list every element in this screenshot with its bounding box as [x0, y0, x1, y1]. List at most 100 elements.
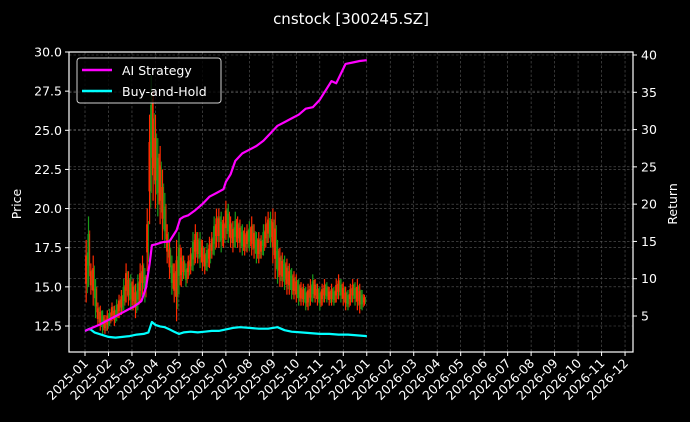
candle-body	[358, 291, 361, 305]
candle-body	[351, 284, 354, 296]
y-tick-label: 12.5	[34, 318, 62, 333]
candle-body	[201, 247, 204, 262]
y-tick-label: 30.0	[34, 45, 62, 60]
candle-body	[182, 261, 185, 272]
legend-label-ai-strategy: AI Strategy	[122, 63, 192, 78]
candle-body	[292, 278, 296, 291]
candle-body	[295, 281, 298, 295]
y2-tick-label: 40	[641, 48, 657, 63]
candle-body	[283, 264, 286, 280]
candle-body	[166, 234, 169, 252]
candle-body	[297, 285, 300, 298]
candle-body	[189, 254, 192, 267]
candle-body	[122, 286, 125, 301]
candle-body	[299, 288, 303, 299]
candle-body	[101, 316, 104, 327]
candle-body	[191, 241, 195, 260]
candle-body	[290, 275, 293, 290]
candle-body	[321, 289, 324, 300]
candle-body	[194, 234, 197, 252]
left-y-axis: 12.5 15.0 17.5 20.0 22.5 25.0 27.5 30.0	[34, 45, 69, 333]
candle-body	[198, 241, 202, 258]
candle-body	[231, 228, 235, 244]
candle-body	[217, 218, 220, 236]
candle-body	[335, 284, 338, 296]
candle-body	[87, 234, 90, 266]
candle-body	[108, 313, 111, 321]
candle-body	[168, 249, 171, 268]
candle-body	[170, 265, 173, 283]
candle-body	[250, 226, 253, 244]
candle-body	[113, 310, 116, 320]
plot-frame	[68, 51, 634, 353]
legend-label-buy-and-hold: Buy-and-Hold	[122, 84, 207, 99]
ai-strategy-line	[84, 59, 367, 332]
candle-body	[120, 296, 123, 308]
candle-body	[141, 265, 144, 283]
price-candles	[85, 75, 367, 334]
candle-body	[136, 283, 139, 300]
candle-body	[363, 297, 366, 303]
candle-body	[346, 295, 350, 305]
candle-body	[134, 292, 137, 308]
candle-body	[306, 290, 310, 303]
buy-and-hold-line	[84, 320, 367, 339]
candle-body	[163, 206, 166, 232]
candle-body	[143, 276, 146, 293]
candle-body	[127, 279, 130, 296]
candle-body	[255, 239, 258, 254]
candle-body	[159, 165, 162, 201]
candle-body	[203, 254, 206, 267]
candle-body	[103, 319, 107, 329]
candle-body	[311, 281, 314, 295]
y2-tick-label: 30	[641, 122, 657, 137]
candle-body	[94, 288, 97, 307]
candle-body	[245, 231, 249, 244]
candle-body	[302, 289, 305, 300]
right-y-axis: 5 10 15 20 25 30 35 40	[633, 48, 657, 323]
y2-tick-label: 25	[641, 159, 657, 174]
candle-body	[304, 292, 307, 304]
y2-tick-label: 35	[641, 85, 657, 100]
candle-body	[269, 220, 272, 237]
chart-title: cnstock [300245.SZ]	[273, 10, 429, 28]
candle-body	[222, 224, 225, 239]
candle-body	[285, 267, 289, 284]
candle-body	[117, 300, 121, 312]
y-tick-label: 20.0	[34, 201, 62, 216]
candle-body	[224, 210, 227, 229]
candle-body	[264, 224, 267, 239]
candle-body	[150, 104, 153, 158]
candle-body	[309, 285, 312, 298]
y2-tick-label: 20	[641, 197, 657, 212]
candle-body	[132, 286, 135, 301]
legend-box	[76, 57, 222, 104]
candle-body	[175, 260, 178, 297]
candle-body	[344, 292, 347, 304]
candle-body	[323, 284, 326, 296]
candle-body	[262, 232, 265, 247]
candle-body	[173, 273, 176, 291]
candle-body	[184, 269, 188, 280]
y2-tick-label: 5	[641, 308, 649, 323]
candle-body	[110, 307, 114, 316]
candle-body	[353, 288, 357, 299]
candle-body	[332, 291, 335, 301]
candle-body	[161, 187, 164, 219]
candle-body	[238, 227, 242, 243]
candle-body	[139, 273, 142, 291]
candle-body	[349, 289, 352, 300]
candle-body	[288, 271, 291, 286]
candle-body	[325, 287, 328, 297]
y-tick-label: 15.0	[34, 279, 62, 294]
candle-body	[267, 219, 270, 234]
return-lines	[84, 59, 367, 339]
y-tick-label: 17.5	[34, 240, 62, 255]
candle-body	[187, 261, 190, 272]
candle-body	[215, 218, 218, 236]
candle-body	[281, 261, 284, 277]
candle-body	[229, 224, 232, 239]
candle-body	[89, 271, 92, 286]
candle-body	[213, 226, 216, 244]
